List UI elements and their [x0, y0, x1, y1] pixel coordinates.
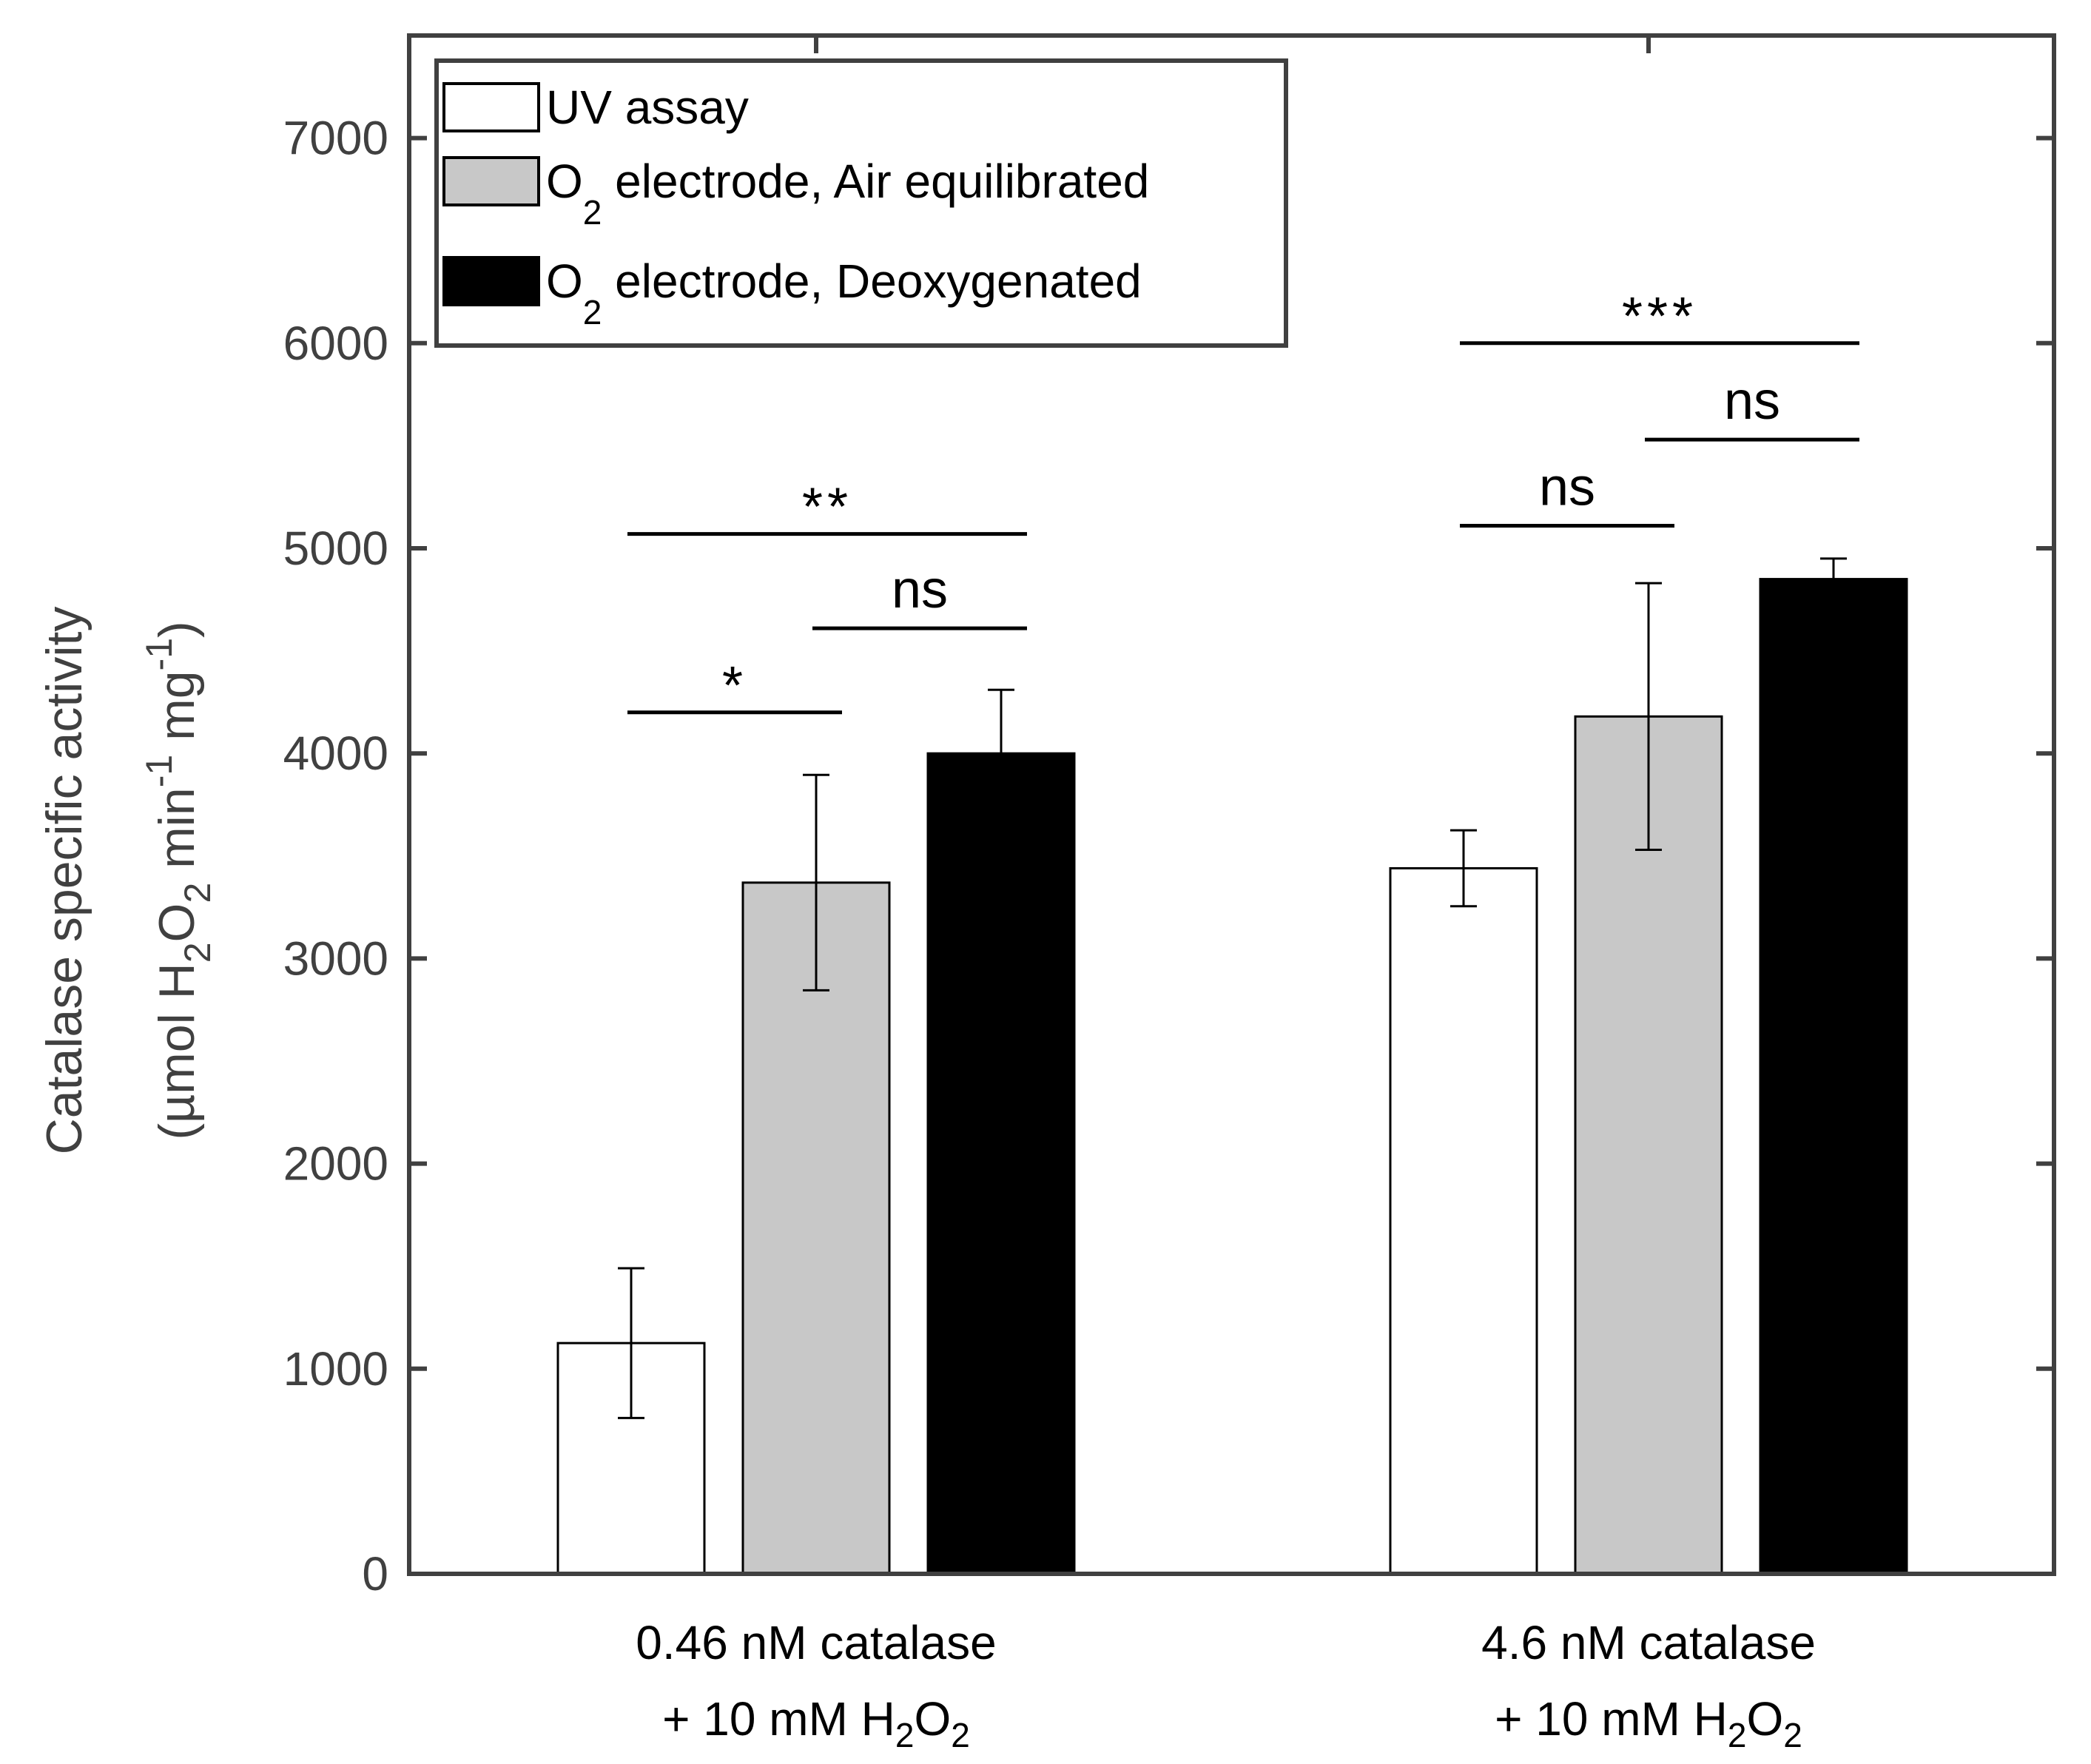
significance-bracket: ns	[812, 560, 1027, 630]
bars	[556, 578, 1908, 1575]
legend: UV assay O2 electrode, Air equilibrated O2…	[434, 58, 1288, 348]
legend-entry: O2 electrode, Air equilibrated	[546, 155, 1149, 232]
legend-box	[434, 58, 1288, 348]
y-tick-label: 6000	[283, 317, 388, 370]
significance-annotations: * ns ** ns ns ***	[627, 287, 1859, 716]
significance-bracket: ns	[1460, 458, 1674, 528]
x-category-label: 4.6 nM catalase	[1481, 1616, 1816, 1669]
error-bar	[1820, 557, 1847, 601]
significance-label: **	[802, 478, 852, 537]
y-tick-label: 0	[362, 1547, 388, 1600]
error-bars	[618, 557, 1847, 1419]
axis-ticks: 0 1000 2000 3000 4000 5000 6000 7000	[283, 36, 2054, 1600]
y-tick-label: 5000	[283, 522, 388, 575]
bar	[1759, 578, 1908, 1575]
legend-swatch	[442, 82, 540, 132]
error-bar	[1635, 582, 1662, 851]
y-axis-label: Catalase specific activity (µmol H2O2 min…	[36, 607, 218, 1155]
x-category-label: 0.46 nM catalase	[636, 1616, 996, 1669]
plot-area-frame	[407, 33, 2056, 1576]
error-bar	[1450, 829, 1477, 908]
bar	[741, 881, 891, 1575]
legend-swatch	[442, 256, 540, 306]
significance-label: ***	[1622, 287, 1697, 346]
bar	[926, 752, 1076, 1575]
x-category-label: + 10 mM H2O2	[1495, 1692, 1802, 1754]
error-bar	[988, 688, 1014, 818]
error-bar	[803, 773, 829, 992]
significance-bracket: **	[627, 478, 1027, 537]
legend-entry: O2 electrode, Deoxygenated	[546, 255, 1142, 331]
error-bar	[618, 1267, 644, 1419]
y-axis-title-line: Catalase specific activity	[36, 607, 92, 1155]
y-tick-label: 3000	[283, 932, 388, 985]
significance-label: ns	[892, 560, 948, 619]
y-tick-label: 7000	[283, 112, 388, 165]
significance-bracket: ***	[1460, 287, 1859, 346]
legend-swatch	[442, 156, 540, 206]
x-axis-labels: 0.46 nM catalase + 10 mM H2O2 4.6 nM catal…	[636, 1616, 1816, 1754]
legend-entry: UV assay	[546, 81, 749, 134]
x-category-label: + 10 mM H2O2	[662, 1692, 970, 1754]
bar	[1389, 866, 1538, 1575]
y-tick-label: 1000	[283, 1342, 388, 1396]
bar	[1574, 715, 1723, 1575]
y-axis-title: Catalase specific activity (µmol H2O2 min…	[36, 607, 218, 1155]
y-axis-title-line: (µmol H2O2 min-1 mg-1)	[138, 621, 218, 1139]
y-tick-label: 2000	[283, 1137, 388, 1191]
significance-bracket: *	[627, 656, 842, 716]
y-tick-label: 4000	[283, 727, 388, 780]
significance-label: ns	[1539, 458, 1595, 517]
significance-bracket: ns	[1645, 371, 1859, 442]
significance-label: ns	[1724, 371, 1780, 431]
significance-label: *	[722, 656, 747, 716]
